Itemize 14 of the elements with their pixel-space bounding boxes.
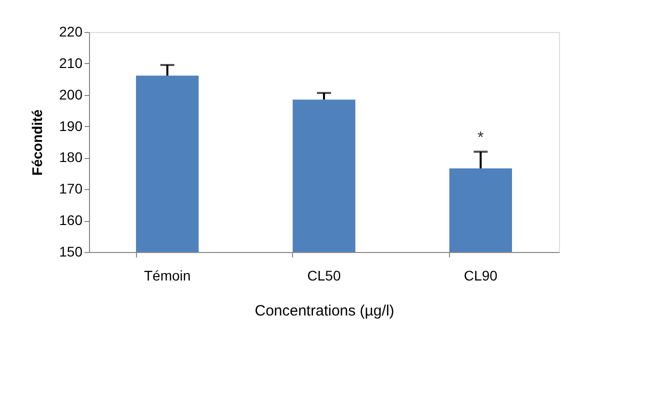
y-axis-title: Fécondité xyxy=(29,109,46,176)
y-tick-label: 170 xyxy=(59,180,83,197)
x-tick-label: CL90 xyxy=(464,268,498,284)
x-tick-label: Témoin xyxy=(144,268,191,284)
y-tick-label: 180 xyxy=(59,149,83,166)
y-tick-label: 220 xyxy=(59,24,83,40)
y-tick-label: 200 xyxy=(59,86,83,102)
annotation: * xyxy=(478,130,484,147)
y-tick-label: 160 xyxy=(59,212,83,228)
x-tick-label: CL50 xyxy=(307,268,341,284)
y-tick-label: 210 xyxy=(59,54,83,71)
y-tick-label: 150 xyxy=(59,244,83,260)
y-tick-label: 190 xyxy=(59,118,83,134)
x-axis-title: Concentrations (µg/l) xyxy=(254,302,394,320)
